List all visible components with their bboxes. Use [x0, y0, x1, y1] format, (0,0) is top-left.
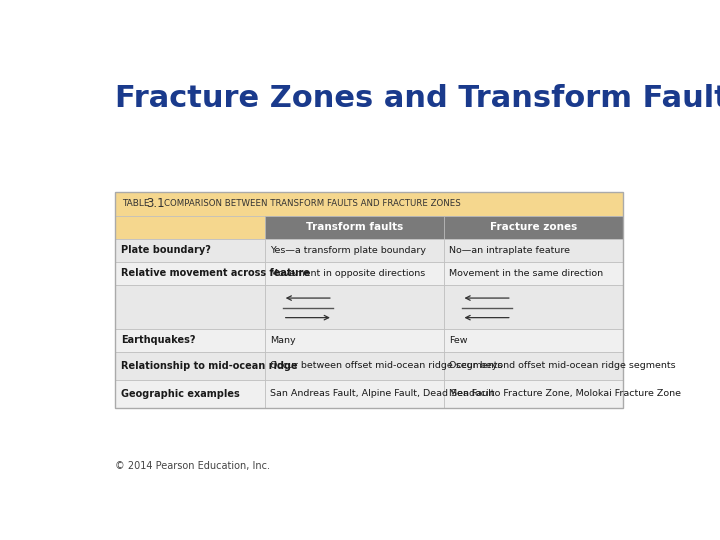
Text: Relative movement across feature: Relative movement across feature [121, 268, 310, 279]
Bar [444, 216, 623, 239]
Text: 3.1: 3.1 [145, 197, 164, 210]
Bar [444, 352, 623, 380]
Bar [115, 285, 265, 328]
Text: San Andreas Fault, Alpine Fault, Dead Sea Fault: San Andreas Fault, Alpine Fault, Dead Se… [271, 389, 495, 399]
Bar [115, 328, 265, 352]
Text: Geographic examples: Geographic examples [121, 389, 240, 399]
Text: Movement in opposite directions: Movement in opposite directions [271, 269, 426, 278]
Text: Movement in the same direction: Movement in the same direction [449, 269, 603, 278]
Text: COMPARISON BETWEEN TRANSFORM FAULTS AND FRACTURE ZONES: COMPARISON BETWEEN TRANSFORM FAULTS AND … [163, 199, 460, 208]
Bar [115, 216, 265, 239]
Bar [444, 262, 623, 285]
Bar [115, 239, 265, 262]
Text: Few: Few [449, 335, 468, 345]
Text: TABLE: TABLE [122, 199, 149, 208]
Bar [444, 239, 623, 262]
Text: Transform faults: Transform faults [306, 222, 403, 232]
Bar [265, 216, 444, 239]
Text: Occur beyond offset mid-ocean ridge segments: Occur beyond offset mid-ocean ridge segm… [449, 361, 676, 370]
Bar [115, 380, 265, 408]
Bar [265, 352, 444, 380]
Bar [265, 239, 444, 262]
Bar [444, 285, 623, 328]
Text: No—an intraplate feature: No—an intraplate feature [449, 246, 570, 255]
Text: Many: Many [271, 335, 296, 345]
Bar [265, 328, 444, 352]
Text: Mendocino Fracture Zone, Molokai Fracture Zone: Mendocino Fracture Zone, Molokai Fractur… [449, 389, 681, 399]
Bar [115, 192, 623, 216]
Bar [444, 328, 623, 352]
Bar [265, 262, 444, 285]
Bar [115, 262, 265, 285]
Bar [444, 380, 623, 408]
Bar [115, 192, 623, 408]
Text: Fracture zones: Fracture zones [490, 222, 577, 232]
Text: Occur between offset mid-ocean ridge segments: Occur between offset mid-ocean ridge seg… [271, 361, 503, 370]
Text: Earthquakes?: Earthquakes? [121, 335, 195, 345]
Text: Fracture Zones and Transform Faults: Fracture Zones and Transform Faults [115, 84, 720, 112]
Bar [265, 285, 444, 328]
Bar [265, 380, 444, 408]
Text: © 2014 Pearson Education, Inc.: © 2014 Pearson Education, Inc. [115, 462, 270, 471]
Text: Yes—a transform plate boundary: Yes—a transform plate boundary [271, 246, 426, 255]
Text: Relationship to mid-ocean ridge: Relationship to mid-ocean ridge [121, 361, 297, 370]
Bar [115, 352, 265, 380]
Text: Plate boundary?: Plate boundary? [121, 246, 210, 255]
